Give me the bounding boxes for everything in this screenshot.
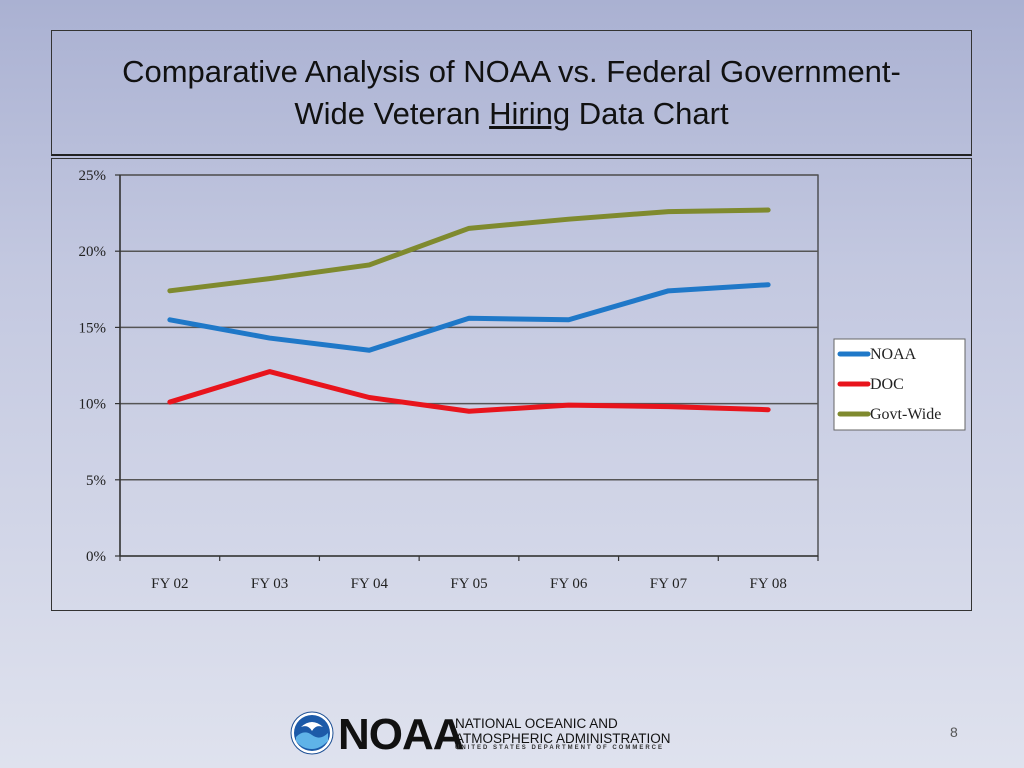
title-line-2: Wide Veteran Hiring Data Chart: [294, 93, 728, 135]
y-tick-label: 20%: [79, 244, 107, 260]
title-line-2-start: Wide Veteran: [294, 95, 490, 131]
noaa-logo: NOAA NATIONAL OCEANIC AND ATMOSPHERIC AD…: [290, 708, 690, 760]
agency-name-line-1: NATIONAL OCEANIC AND: [455, 716, 618, 731]
y-tick-label: 15%: [79, 320, 107, 336]
x-tick-label: FY 06: [550, 576, 588, 592]
department-name: UNITED STATES DEPARTMENT OF COMMERCE: [455, 745, 664, 751]
x-tick-label: FY 05: [450, 576, 487, 592]
slide-title: Comparative Analysis of NOAA vs. Federal…: [51, 30, 972, 156]
series-line-doc: [167, 369, 771, 414]
title-line-2-end: Data Chart: [570, 95, 729, 131]
noaa-emblem-icon: [290, 711, 334, 755]
line-chart: 0% 5% 10% 15% 20% 25% FY 02 FY 03 FY 04 FY 05 FY 0…: [79, 168, 966, 592]
agency-name-line-2: ATMOSPHERIC ADMINISTRATION: [455, 731, 671, 746]
title-line-1: Comparative Analysis of NOAA vs. Federal…: [122, 53, 901, 89]
plot-area: [119, 174, 819, 557]
x-tick-label: FY 03: [251, 576, 288, 592]
x-tick-label: FY 08: [749, 576, 786, 592]
y-tick-label: 10%: [79, 397, 107, 413]
agency-name: NATIONAL OCEANIC AND ATMOSPHERIC ADMINIS…: [455, 716, 671, 746]
y-tick-label: 25%: [79, 168, 107, 184]
noaa-wordmark: NOAA: [338, 710, 465, 759]
x-tick-label: FY 07: [650, 576, 688, 592]
page-number: 8: [950, 724, 958, 740]
x-tick-label: FY 02: [151, 576, 188, 592]
legend-label: NOAA: [870, 346, 917, 363]
x-tick-label: FY 04: [351, 576, 389, 592]
title-underlined-word: Hiring: [489, 95, 571, 131]
series-line-noaa: [167, 282, 771, 353]
y-tick-label: 5%: [86, 473, 106, 489]
legend-label: Govt-Wide: [870, 406, 941, 423]
chart-container: 0% 5% 10% 15% 20% 25% FY 02 FY 03 FY 04 FY 05 FY 0…: [51, 158, 972, 611]
y-tick-label: 0%: [86, 549, 106, 565]
series-line-govt-wide: [167, 207, 771, 294]
legend-label: DOC: [870, 376, 904, 393]
